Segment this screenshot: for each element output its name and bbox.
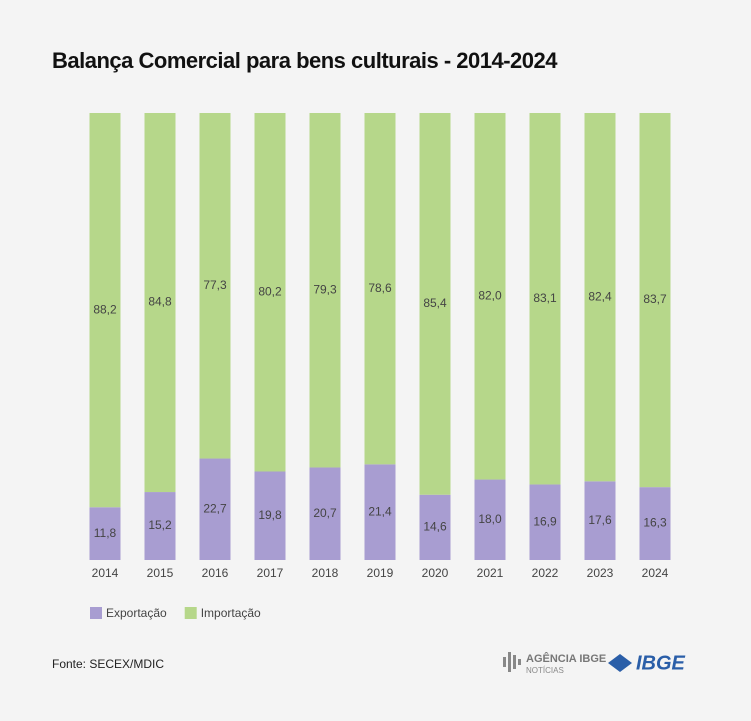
value-label: 84,8 [148,295,172,309]
bar-segment [584,481,616,560]
value-label: 21,4 [368,504,392,518]
bar-segment [144,113,176,493]
logo-icon [518,659,521,665]
bar-segment [529,113,561,485]
bar-segment [364,113,396,465]
x-tick-label: 2017 [257,566,284,580]
value-label: 22,7 [203,501,227,515]
bar-segment [309,113,341,468]
bar-segment [254,113,286,472]
value-label: 88,2 [93,302,117,316]
value-label: 18,0 [478,512,502,526]
x-tick-label: 2016 [202,566,229,580]
value-label: 11,8 [94,526,117,540]
bar-segment [584,113,616,482]
legend-swatch [90,607,102,619]
x-tick-label: 2023 [587,566,614,580]
value-label: 82,4 [588,289,612,303]
x-tick-label: 2020 [422,566,449,580]
value-label: 79,3 [313,282,337,296]
source: Fonte: SECEX/MDIC [52,657,164,671]
bar-segment [89,507,121,560]
bar-segment [89,113,121,508]
x-tick-label: 2015 [147,566,174,580]
value-label: 17,6 [588,513,612,527]
legend-label: Exportação [106,606,167,620]
bar-segment [254,471,286,560]
logo-icon [508,652,511,672]
agency-name: AGÊNCIA IBGE [526,652,606,665]
x-tick-label: 2022 [532,566,559,580]
bar-segment [529,484,561,560]
value-label: 16,3 [643,516,667,530]
value-label: 77,3 [203,278,227,292]
logo-icon [503,657,506,667]
bar-segment [199,113,231,459]
x-tick-label: 2018 [312,566,339,580]
x-tick-label: 2024 [642,566,669,580]
bar-segment [144,492,176,560]
bar-segment [309,467,341,560]
value-label: 15,2 [148,518,172,532]
value-label: 78,6 [368,281,392,295]
bar-segment [419,494,451,560]
x-tick-label: 2019 [367,566,394,580]
value-label: 19,8 [258,508,282,522]
ibge-name: IBGE [636,652,686,674]
value-label: 82,0 [478,288,502,302]
value-label: 16,9 [533,514,557,528]
logo-icon [513,655,516,669]
value-label: 14,6 [423,520,447,534]
bar-segment [639,487,671,560]
chart-title: Balança Comercial para bens culturais - … [52,48,558,73]
bar-segment [474,479,506,560]
legend-swatch [184,607,197,619]
value-label: 85,4 [423,296,447,310]
bar-segment [364,464,396,560]
agency-logo: AGÊNCIA IBGE NOTÍCIAS [503,652,606,675]
value-label: 83,7 [643,292,667,306]
ibge-logo: IBGE [608,652,686,674]
value-label: 20,7 [313,506,337,520]
value-label: 83,1 [533,291,557,305]
value-label: 80,2 [258,284,282,298]
bar-segment [474,113,506,480]
agency-sub: NOTÍCIAS [526,666,564,675]
legend-label: Importação [201,606,261,620]
bar-segment [639,113,671,488]
logo-icon [608,654,632,672]
bar-segment [419,113,451,495]
x-tick-label: 2014 [92,566,119,580]
bar-segment [199,458,231,560]
x-tick-label: 2021 [477,566,504,580]
